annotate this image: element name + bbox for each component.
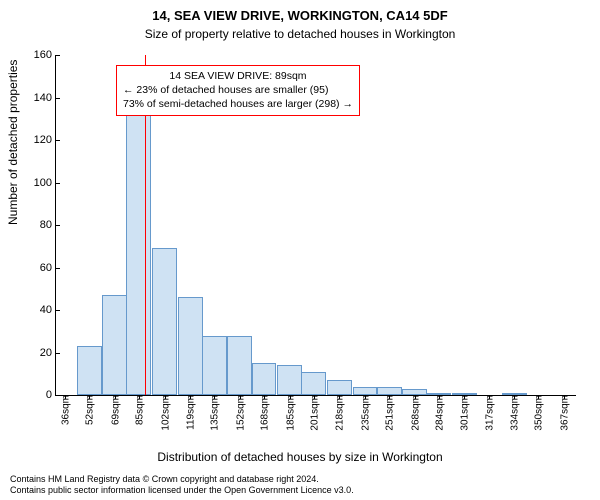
histogram-bar [152,248,177,395]
histogram-bar [353,387,378,396]
histogram-bar [77,346,102,395]
x-tick: 85sqm [132,395,145,425]
x-tick: 102sqm [158,395,171,431]
x-tick: 201sqm [307,395,320,431]
annotation-line3: 73% of semi-detached houses are larger (… [123,97,353,111]
x-tick: 135sqm [208,395,221,431]
chart-title: 14, SEA VIEW DRIVE, WORKINGTON, CA14 5DF [0,0,600,25]
histogram-bar [327,380,352,395]
y-tick: 40 [22,304,56,316]
y-tick: 140 [22,92,56,104]
annotation-box: 14 SEA VIEW DRIVE: 89sqm ← 23% of detach… [116,65,360,116]
x-tick: 350sqm [532,395,545,431]
x-axis-label: Distribution of detached houses by size … [0,450,600,464]
x-tick: 367sqm [557,395,570,431]
histogram-bar [277,365,302,395]
histogram-bar [126,98,151,396]
histogram-bar [377,387,402,396]
x-tick: 218sqm [333,395,346,431]
footer-line1: Contains HM Land Registry data © Crown c… [10,474,590,485]
y-axis-label: Number of detached properties [6,60,20,225]
x-tick: 301sqm [458,395,471,431]
x-tick: 168sqm [258,395,271,431]
histogram-bar [178,297,203,395]
annotation-line2: ← 23% of detached houses are smaller (95… [123,83,353,97]
histogram-bar [102,295,127,395]
y-tick: 160 [22,49,56,61]
x-tick: 251sqm [383,395,396,431]
y-tick: 60 [22,262,56,274]
x-tick: 52sqm [83,395,96,425]
x-tick: 185sqm [283,395,296,431]
x-tick: 284sqm [432,395,445,431]
histogram-bar [227,336,252,396]
footer-line2: Contains public sector information licen… [10,485,590,496]
histogram-bar [301,372,326,395]
x-tick: 36sqm [59,395,72,425]
x-tick: 152sqm [233,395,246,431]
plot-area: 14 SEA VIEW DRIVE: 89sqm ← 23% of detach… [55,55,576,396]
footer-attribution: Contains HM Land Registry data © Crown c… [10,474,590,497]
x-tick: 334sqm [508,395,521,431]
x-tick: 317sqm [482,395,495,431]
y-tick: 100 [22,177,56,189]
x-tick: 268sqm [408,395,421,431]
histogram-bar [202,336,227,396]
x-tick: 69sqm [108,395,121,425]
y-tick: 120 [22,134,56,146]
y-tick: 20 [22,347,56,359]
y-tick: 0 [22,389,56,401]
y-tick: 80 [22,219,56,231]
x-tick: 119sqm [184,395,197,430]
annotation-line1: 14 SEA VIEW DRIVE: 89sqm [123,69,353,83]
chart-subtitle: Size of property relative to detached ho… [0,25,600,41]
chart-container: 14, SEA VIEW DRIVE, WORKINGTON, CA14 5DF… [0,0,600,500]
histogram-bar [252,363,277,395]
x-tick: 235sqm [358,395,371,431]
